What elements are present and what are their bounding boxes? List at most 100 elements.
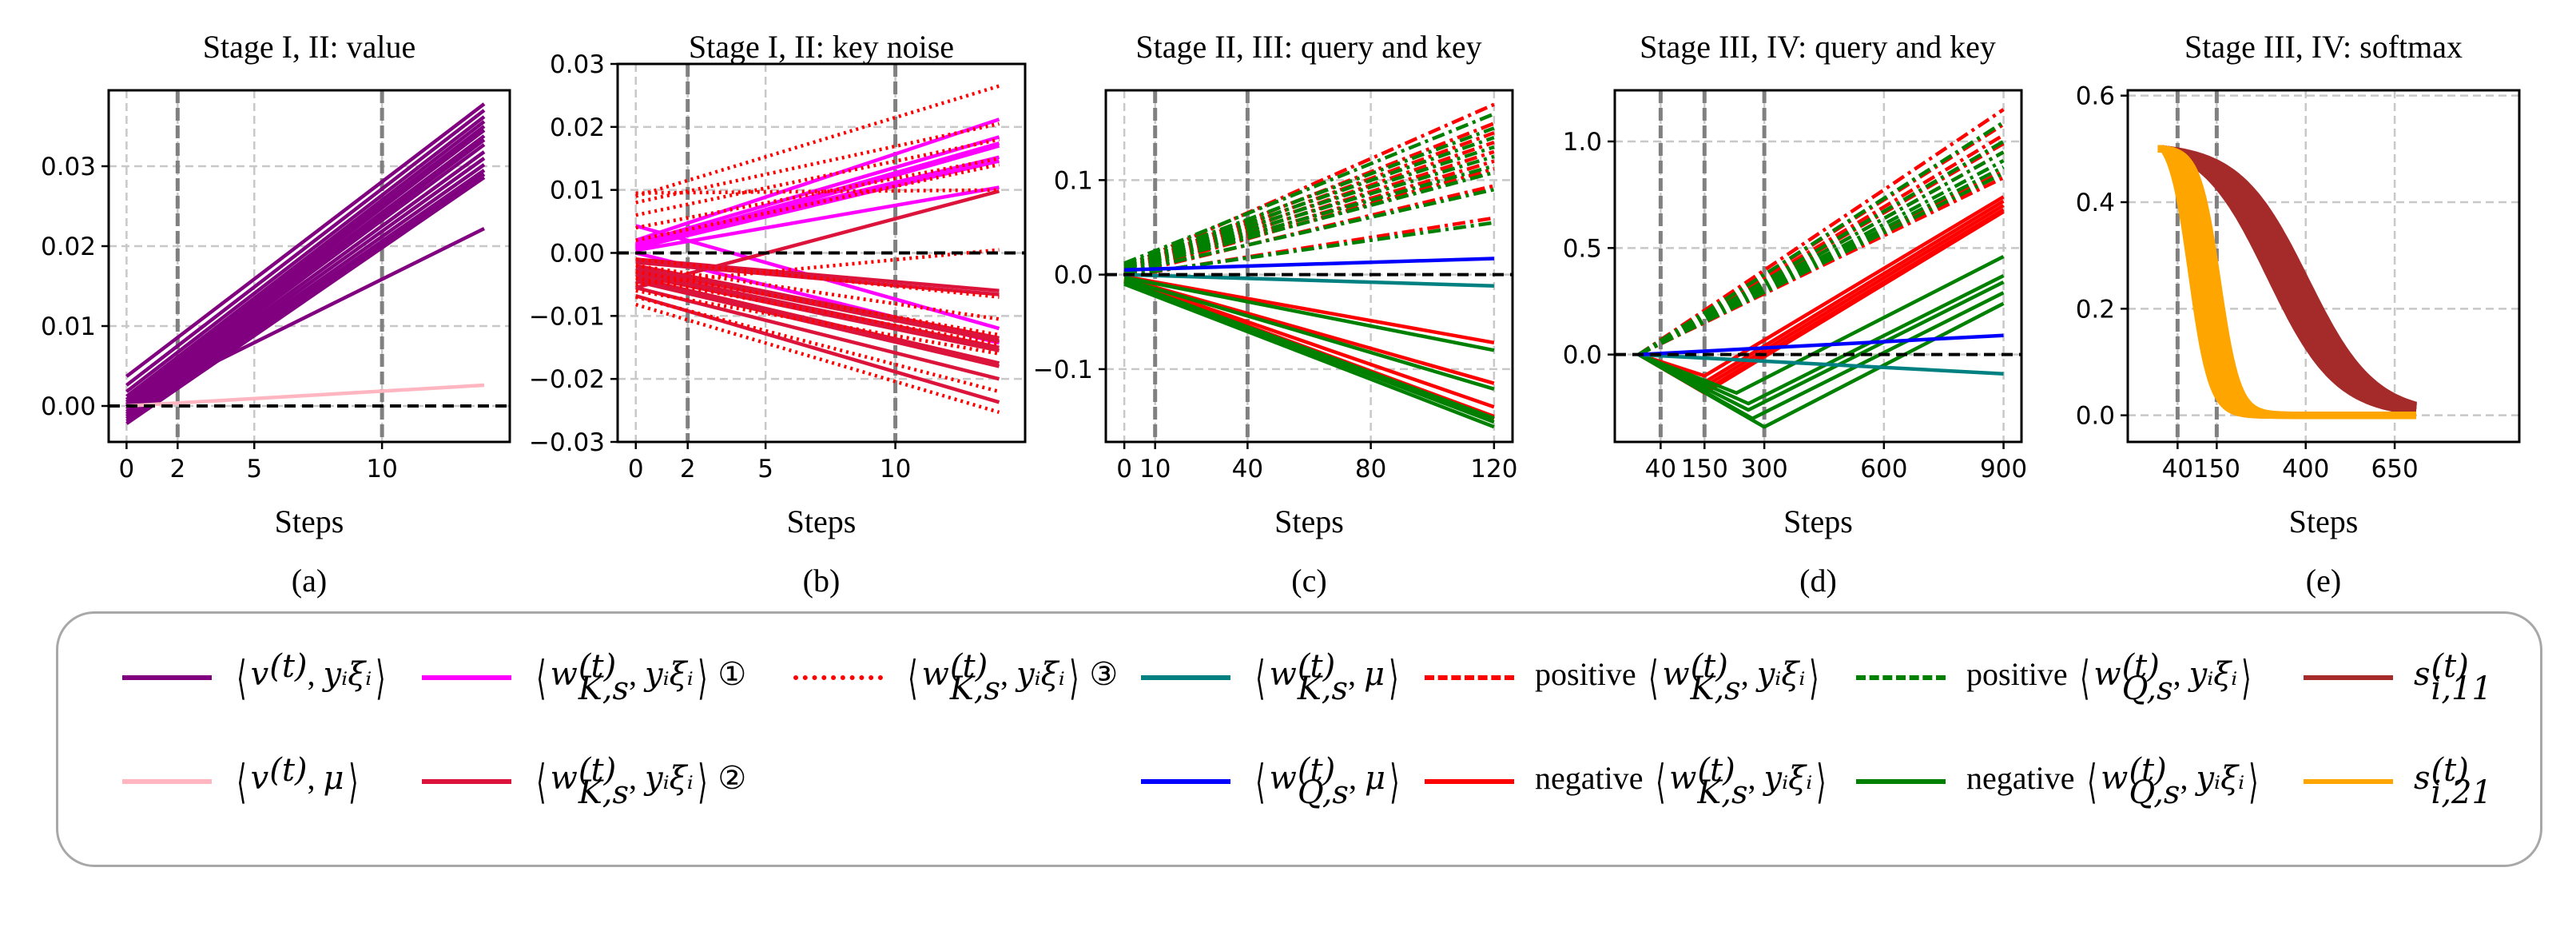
legend-argument: yᵢξᵢ xyxy=(1756,656,1806,694)
legend-superscript: (t) xyxy=(578,752,617,789)
legend-item-neg-wk: negative ⟨ w (t) K,s, yᵢξᵢ⟩ xyxy=(1425,742,1831,822)
legend-swatch xyxy=(1425,675,1514,680)
plot-area xyxy=(634,84,1000,415)
series-line xyxy=(125,102,486,378)
x-tick-label: 400 xyxy=(2282,455,2329,483)
x-tick-label: 10 xyxy=(1139,455,1171,483)
series-line xyxy=(1123,188,1495,275)
legend-swatch xyxy=(422,779,511,784)
series-line xyxy=(635,276,1000,347)
series-line xyxy=(1637,121,2005,356)
series-line xyxy=(125,109,486,387)
legend-swatch xyxy=(1141,675,1230,680)
legend-item-wk-noise-3: ⟨ w (t) K,s, yᵢξᵢ⟩ ③ xyxy=(793,638,1118,718)
legend-swatch xyxy=(2304,675,2393,680)
y-tick-label: 0.6 xyxy=(2076,82,2115,111)
angle-bracket-open: ⟨ xyxy=(1648,650,1659,705)
axes-frame xyxy=(107,89,511,444)
legend-sup-sub: (t) K,s xyxy=(1697,752,1747,809)
series-line xyxy=(1637,176,2005,356)
series-line xyxy=(635,285,1000,381)
x-tick-label: 0 xyxy=(1116,455,1132,483)
series-line xyxy=(635,295,1000,394)
y-tick-label: 1.0 xyxy=(1563,128,1602,157)
legend-label: s (t) i,21 xyxy=(2414,754,2492,809)
x-axis-label: Steps xyxy=(275,503,344,539)
series-line xyxy=(1123,280,1495,424)
legend-prefix: positive xyxy=(1966,656,2068,693)
x-axis-label: Steps xyxy=(2289,503,2359,539)
series-line xyxy=(1637,108,2005,356)
chart-panel-1: Stage I, II: key noise 0 2 5 10 −0.03 −0.02 −0.… xyxy=(529,29,1027,599)
legend-swatch xyxy=(1425,779,1514,784)
legend-circled-number: ③ xyxy=(1089,656,1119,694)
series-line xyxy=(1123,170,1495,273)
y-tick-label: −0.1 xyxy=(1033,356,1093,384)
x-tick-label: 150 xyxy=(2193,455,2240,483)
legend-superscript: (t) xyxy=(269,752,308,789)
chart-panel-0: Stage I, II: value 0 2 5 10 0.00 0.01 0.02 0.03 S… xyxy=(41,29,511,599)
x-tick-label: 0 xyxy=(628,455,644,483)
legend: ⟨ v (t) , yᵢξᵢ⟩ ⟨ v (t) , μ⟩ ⟨ w (t) K,s, yᵢξᵢ⟩ ① ⟨… xyxy=(56,611,2542,867)
legend-item-neg-wq: negative ⟨ w (t) Q,s, yᵢξᵢ⟩ xyxy=(1856,742,2263,822)
x-axis-label: Steps xyxy=(1783,503,1853,539)
y-tick-label: 0.02 xyxy=(550,113,605,142)
legend-superscript: (t) xyxy=(1697,752,1735,789)
series-line xyxy=(125,173,486,423)
plot-area xyxy=(125,102,486,425)
legend-symbol: w xyxy=(1269,656,1297,694)
angle-bracket-close: ⟩ xyxy=(1816,754,1827,809)
series-line xyxy=(125,176,486,425)
legend-symbol: w xyxy=(921,656,949,694)
angle-bracket-close: ⟩ xyxy=(697,754,708,809)
angle-bracket-open: ⟨ xyxy=(908,650,918,705)
series-line xyxy=(635,137,1000,217)
legend-sup-sub: (t) xyxy=(269,752,308,804)
x-tick-label: 5 xyxy=(246,455,262,483)
legend-item-s21: s (t) i,21 xyxy=(2304,742,2492,822)
series-line xyxy=(1637,171,2005,356)
series-line xyxy=(125,120,486,398)
legend-argument: yᵢξᵢ xyxy=(645,760,694,798)
legend-superscript: (t) xyxy=(578,648,617,685)
series-line xyxy=(125,115,486,393)
angle-bracket-open: ⟨ xyxy=(237,754,247,809)
y-tick-label: 0.2 xyxy=(2076,295,2115,324)
legend-sup-sub: (t) i,11 xyxy=(2431,650,2492,707)
legend-superscript: (t) xyxy=(2129,752,2167,789)
legend-sup-sub: (t) Q,s xyxy=(2122,650,2173,705)
legend-label: ⟨ w (t) K,s, yᵢξᵢ⟩ ③ xyxy=(908,648,1119,707)
legend-item-wk-mu: ⟨ w (t) K,s, μ⟩ xyxy=(1141,638,1403,718)
y-tick-label: 0.03 xyxy=(41,153,96,181)
legend-superscript: (t) xyxy=(1297,752,1336,789)
legend-label: ⟨ w (t) Q,s, μ⟩ xyxy=(1255,752,1400,811)
legend-superscript: (t) xyxy=(949,648,988,685)
legend-superscript: (t) xyxy=(1690,648,1728,685)
legend-symbol: w xyxy=(550,656,578,694)
legend-subscript: K,s xyxy=(1297,670,1349,707)
x-tick-label: 40 xyxy=(1645,455,1676,483)
legend-symbol: w xyxy=(2101,760,2129,798)
angle-bracket-close: ⟩ xyxy=(1389,754,1400,809)
x-tick-label: 150 xyxy=(1681,455,1728,483)
chart-title: Stage II, III: query and key xyxy=(1135,29,1481,65)
angle-bracket-close: ⟩ xyxy=(1809,650,1819,705)
legend-prefix: positive xyxy=(1535,656,1636,693)
axes-frame xyxy=(1104,89,1514,444)
series-line xyxy=(1123,135,1495,269)
x-tick-label: 2 xyxy=(169,455,185,483)
legend-item-wk-noise-2: ⟨ w (t) K,s, yᵢξᵢ⟩ ② xyxy=(422,742,746,822)
legend-symbol: w xyxy=(1669,760,1697,798)
series-line xyxy=(125,143,486,411)
legend-subscript: i,11 xyxy=(2431,670,2492,707)
panel-label: (b) xyxy=(803,563,841,599)
series-line xyxy=(1123,126,1495,267)
legend-subscript: K,s xyxy=(1690,670,1741,707)
angle-bracket-close: ⟩ xyxy=(348,754,359,809)
x-tick-label: 10 xyxy=(880,455,911,483)
series-line xyxy=(125,125,486,401)
legend-label: ⟨ w (t) K,s, yᵢξᵢ⟩ ② xyxy=(536,752,747,811)
series-line xyxy=(1123,112,1495,265)
legend-item-wk-noise-1: ⟨ w (t) K,s, yᵢξᵢ⟩ ① xyxy=(422,638,746,718)
legend-label: negative ⟨ w (t) K,s, yᵢξᵢ⟩ xyxy=(1535,752,1827,811)
